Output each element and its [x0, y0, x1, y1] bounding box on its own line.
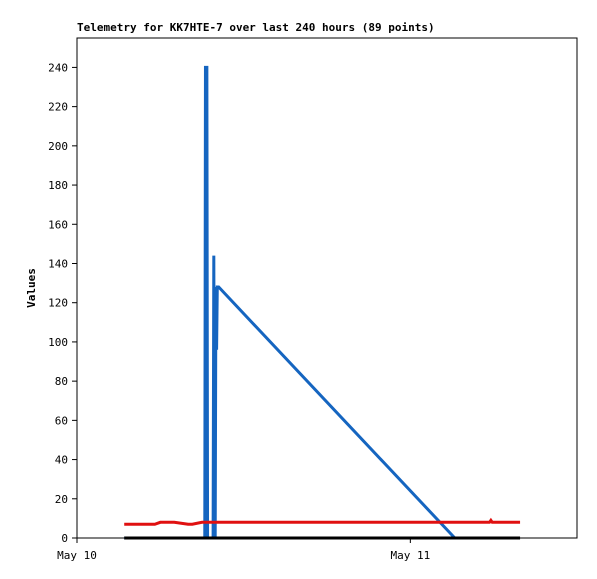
chart-title: Telemetry for KK7HTE-7 over last 240 hou…: [77, 21, 435, 34]
y-tick-label: 160: [48, 218, 68, 231]
y-tick-label: 180: [48, 179, 68, 192]
series-line: [124, 65, 456, 540]
y-tick-label: 40: [55, 454, 68, 467]
y-tick-label: 240: [48, 61, 68, 74]
y-tick-label: 120: [48, 297, 68, 310]
y-axis-label: Values: [25, 268, 38, 308]
y-tick-label: 140: [48, 257, 68, 270]
x-tick-label: May 10: [57, 549, 97, 562]
x-tick-label: May 11: [390, 549, 430, 562]
y-tick-label: 60: [55, 414, 68, 427]
y-tick-label: 220: [48, 101, 68, 114]
y-tick-label: 100: [48, 336, 68, 349]
y-tick-label: 20: [55, 493, 68, 506]
y-tick-label: 80: [55, 375, 68, 388]
series-line: [124, 517, 521, 526]
y-tick-label: 0: [61, 532, 68, 545]
y-tick-label: 200: [48, 140, 68, 153]
